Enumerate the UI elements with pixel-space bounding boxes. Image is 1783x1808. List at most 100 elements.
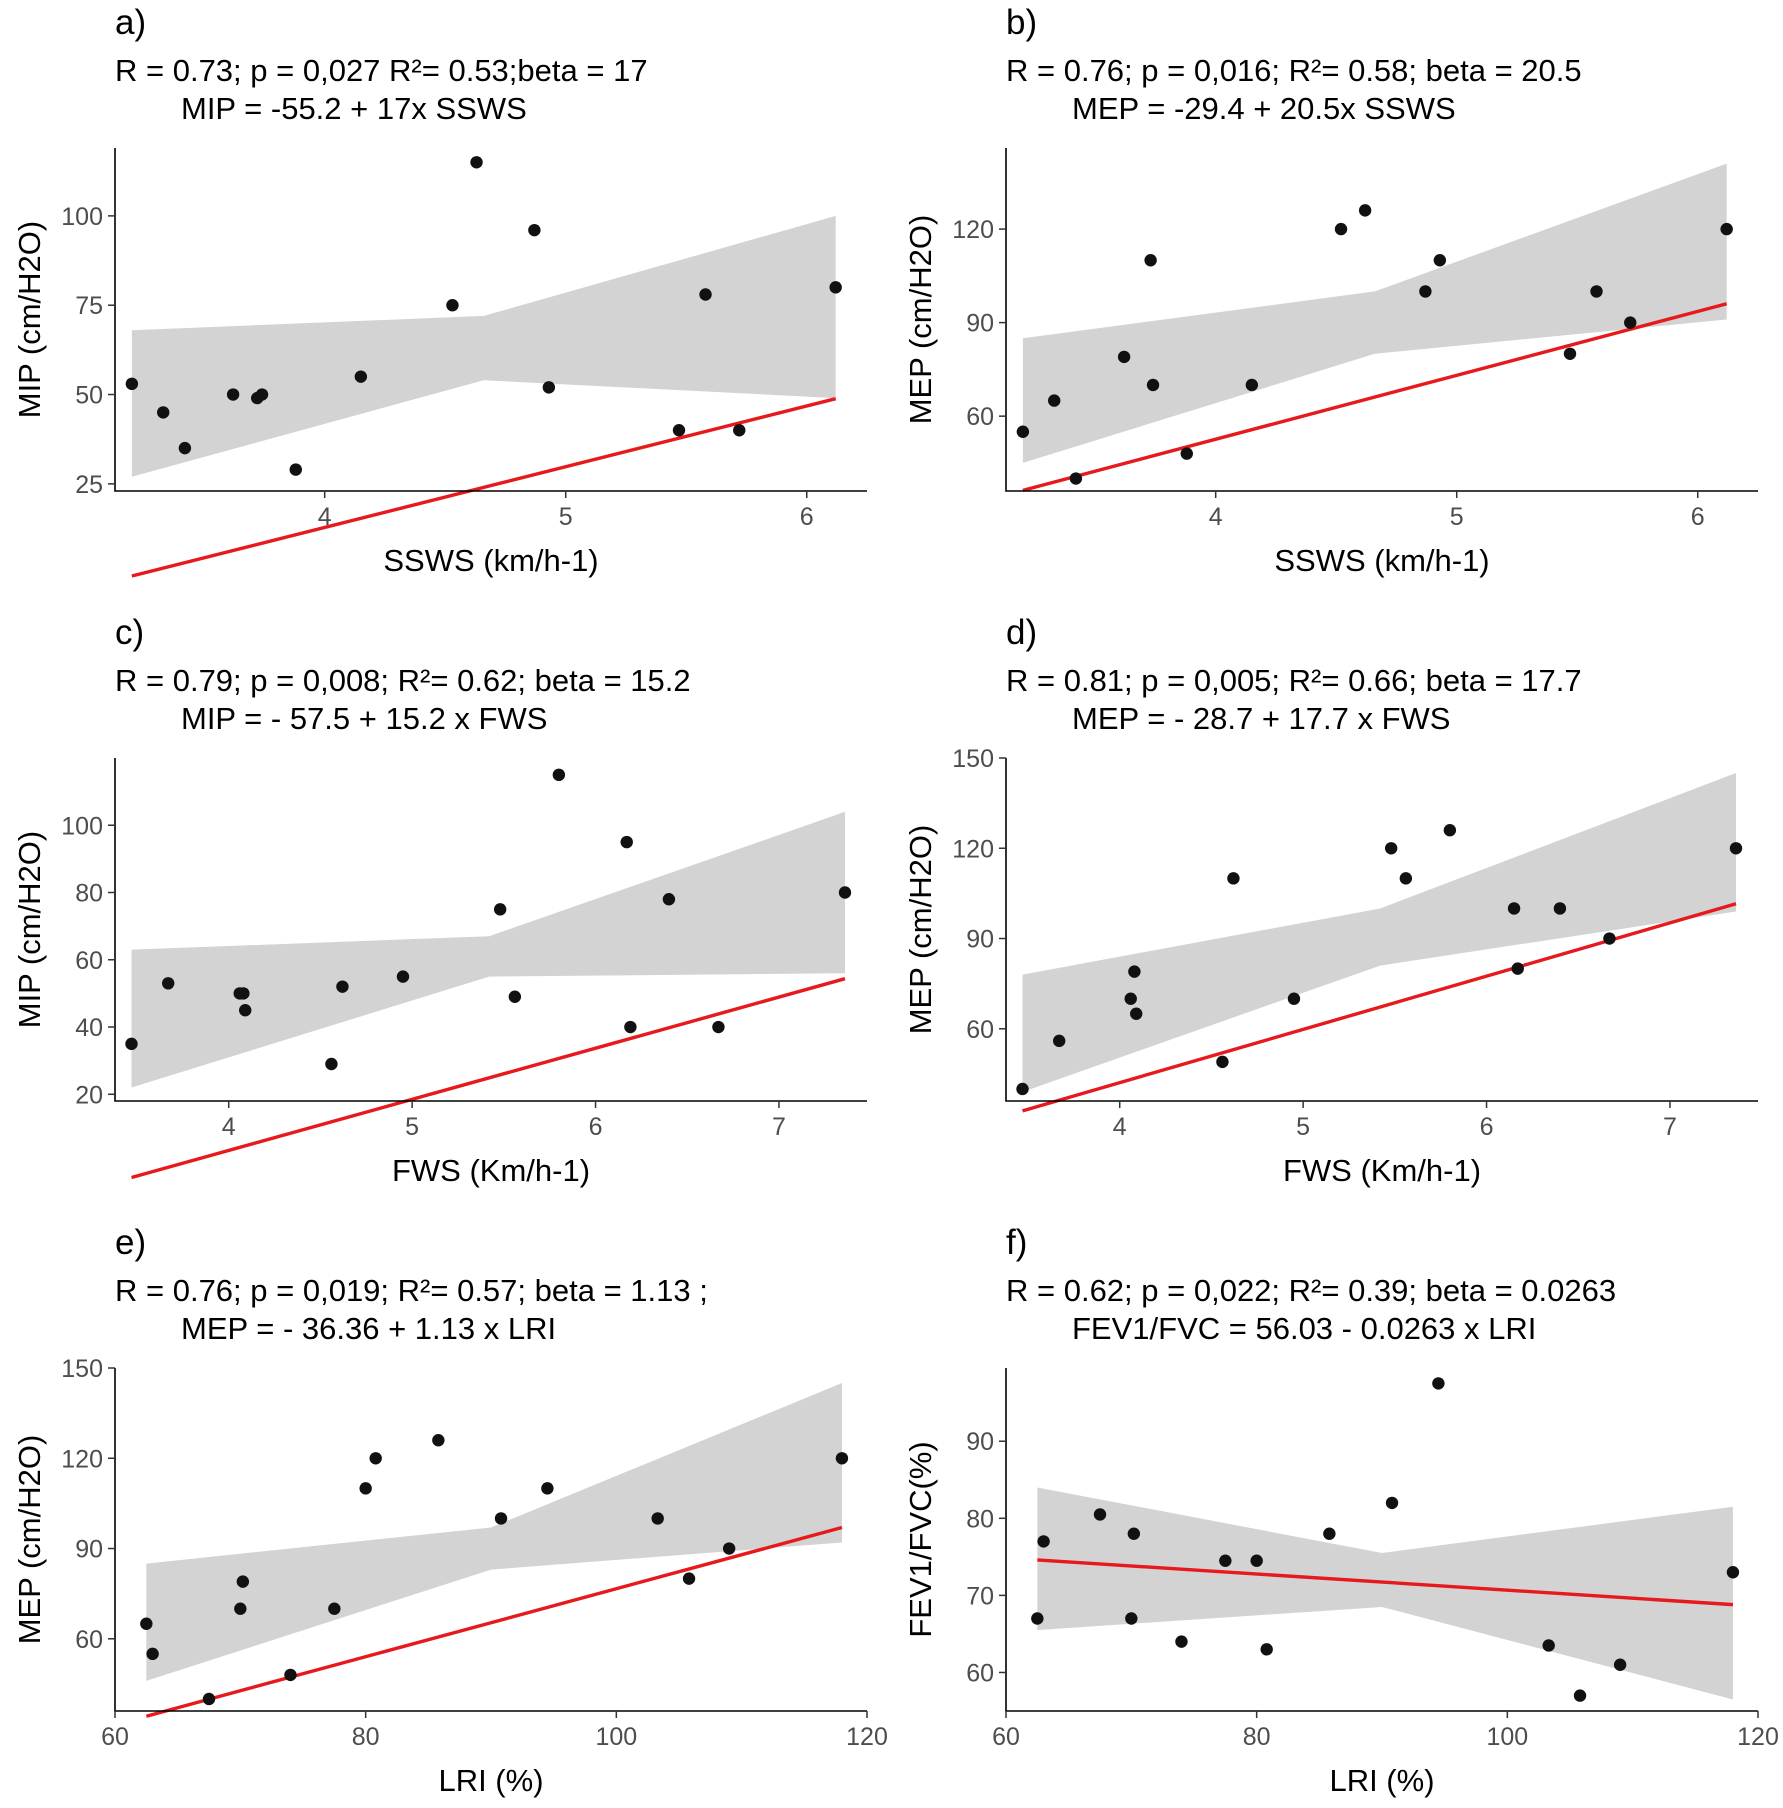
- data-point: [284, 1668, 297, 1682]
- data-point: [1419, 285, 1432, 298]
- data-point: [1399, 872, 1413, 885]
- y-axis-title: MIP (cm/H2O): [12, 221, 47, 419]
- y-tick-label: 70: [966, 1582, 994, 1610]
- data-point: [161, 977, 175, 990]
- data-point: [239, 1004, 252, 1017]
- data-point: [1250, 1554, 1263, 1567]
- data-point: [1125, 1612, 1138, 1625]
- y-tick-label: 50: [75, 382, 103, 410]
- x-tick-label: 120: [1737, 1723, 1779, 1751]
- data-point: [1323, 1527, 1336, 1540]
- x-axis-title: FWS (Km/h-1): [1283, 1153, 1481, 1188]
- data-point: [369, 1452, 382, 1465]
- x-tick-label: 5: [405, 1113, 419, 1141]
- regression-line: [145, 1525, 843, 1718]
- data-point: [1144, 254, 1157, 267]
- chart-panel-c: c) R = 0.79; p = 0,008; R²= 0.62; beta = …: [12, 613, 867, 1188]
- x-tick-label: 6: [1480, 1113, 1494, 1141]
- regression-line: [131, 977, 846, 1180]
- data-point: [1260, 1643, 1273, 1656]
- data-point: [1227, 872, 1240, 885]
- data-point: [125, 377, 139, 391]
- regression-line: [1022, 902, 1737, 1113]
- confidence-band: [146, 1383, 842, 1681]
- x-tick-label: 100: [595, 1723, 637, 1751]
- chart-panel-e: e) R = 0.76; p = 0,019; R²= 0.57; beta = …: [12, 1223, 888, 1798]
- data-point: [1287, 992, 1301, 1005]
- data-point: [236, 1575, 250, 1588]
- x-tick-label: 4: [1209, 503, 1223, 531]
- data-point: [1093, 1508, 1107, 1521]
- data-point: [140, 1617, 153, 1630]
- data-point: [1573, 1689, 1587, 1702]
- data-point: [234, 1602, 247, 1615]
- data-point: [1603, 932, 1616, 945]
- data-point: [255, 388, 269, 401]
- y-axis-title: FEV1/FVC(%): [903, 1441, 938, 1637]
- data-point: [178, 441, 192, 455]
- data-point: [1130, 1007, 1143, 1020]
- x-axis-title: SSWS (km/h-1): [1274, 543, 1489, 578]
- y-tick-label: 150: [952, 745, 994, 773]
- x-axis-title: LRI (%): [438, 1763, 543, 1798]
- data-point: [542, 381, 556, 394]
- y-tick-label: 60: [966, 1016, 994, 1044]
- x-tick-label: 6: [1691, 503, 1705, 531]
- data-point: [354, 370, 368, 383]
- data-point: [552, 768, 566, 782]
- y-tick-label: 90: [966, 310, 994, 338]
- data-point: [672, 424, 686, 437]
- y-tick-label: 75: [75, 292, 103, 320]
- data-point: [1433, 254, 1447, 267]
- x-tick-label: 100: [1486, 1723, 1528, 1751]
- y-axis-title: MIP (cm/H2O): [12, 831, 47, 1029]
- statistics-line: R = 0.76; p = 0,016; R²= 0.58; beta = 20…: [1006, 53, 1582, 88]
- data-point: [237, 987, 250, 1000]
- confidence-band: [1037, 1487, 1733, 1700]
- regression-equation: MEP = - 36.36 + 1.13 x LRI: [181, 1311, 556, 1346]
- data-point: [662, 893, 676, 906]
- x-tick-label: 5: [559, 503, 573, 531]
- y-tick-label: 150: [61, 1355, 103, 1383]
- data-point: [1016, 425, 1030, 438]
- data-point: [446, 299, 459, 312]
- y-tick-label: 25: [75, 471, 103, 499]
- data-point: [1016, 1082, 1029, 1096]
- regression-equation: MIP = - 57.5 + 15.2 x FWS: [181, 701, 547, 736]
- data-point: [1511, 962, 1524, 975]
- data-point: [289, 463, 302, 476]
- panel-letter: c): [115, 613, 144, 652]
- data-point: [712, 1020, 725, 1034]
- statistics-line: R = 0.81; p = 0,005; R²= 0.66; beta = 17…: [1006, 663, 1582, 698]
- x-tick-label: 7: [772, 1113, 786, 1141]
- data-point: [651, 1512, 664, 1525]
- data-point: [1542, 1639, 1555, 1652]
- y-axis-title: MEP (cm/H2O): [12, 1435, 47, 1645]
- data-point: [1031, 1612, 1044, 1625]
- data-point: [829, 281, 842, 294]
- panel-letter: a): [115, 3, 146, 42]
- panel-letter: f): [1006, 1223, 1027, 1262]
- data-point: [508, 990, 522, 1003]
- y-tick-label: 120: [952, 216, 994, 244]
- regression-line: [131, 397, 837, 578]
- data-point: [722, 1542, 736, 1555]
- data-point: [336, 980, 349, 993]
- y-tick-label: 60: [75, 1626, 103, 1654]
- axis-lines: [1005, 148, 1758, 492]
- data-point: [146, 1647, 159, 1661]
- data-point: [620, 835, 633, 849]
- x-tick-label: 6: [800, 503, 814, 531]
- panel-letter: d): [1006, 613, 1037, 652]
- x-axis-title: FWS (Km/h-1): [392, 1153, 590, 1188]
- data-point: [1128, 965, 1141, 978]
- data-point: [624, 1020, 637, 1034]
- data-point: [1048, 394, 1061, 407]
- data-point: [1146, 378, 1160, 392]
- data-point: [1729, 842, 1743, 855]
- data-point: [1624, 316, 1637, 329]
- x-tick-label: 4: [318, 503, 332, 531]
- axis-lines: [114, 148, 867, 492]
- data-point: [838, 886, 852, 899]
